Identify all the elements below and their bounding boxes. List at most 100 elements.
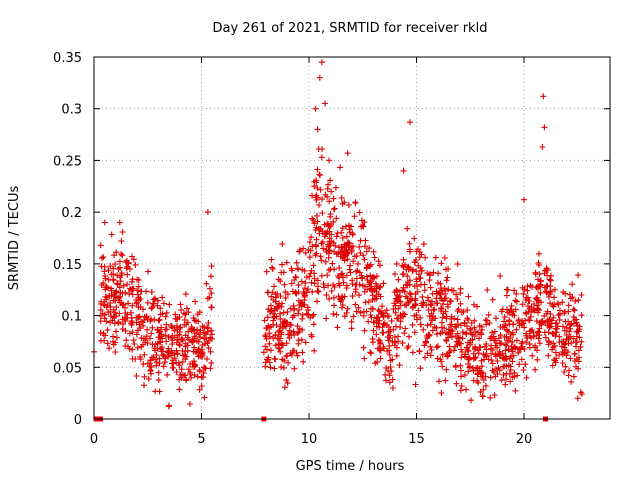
data-point: [547, 277, 554, 284]
data-point: [108, 231, 115, 238]
data-point: [502, 347, 509, 354]
data-point: [457, 285, 464, 292]
data-point: [380, 344, 387, 350]
data-point: [285, 359, 292, 366]
data-point: [578, 391, 585, 397]
data-point: [164, 371, 171, 378]
data-point: [488, 350, 495, 357]
data-point: [173, 347, 180, 354]
data-point: [393, 323, 399, 330]
data-point: [184, 305, 190, 312]
data-point: [279, 300, 285, 307]
data-point: [555, 312, 562, 319]
data-point: [343, 252, 350, 259]
data-point: [411, 329, 418, 336]
data-point: [134, 287, 141, 294]
data-point: [498, 377, 505, 384]
data-point: [465, 293, 472, 300]
data-point: [478, 373, 484, 380]
data-point: [138, 335, 145, 342]
data-point: [425, 331, 432, 338]
data-point: [302, 285, 308, 292]
data-point: [450, 287, 457, 294]
data-point: [330, 294, 337, 301]
data-point: [181, 316, 188, 323]
data-point: [320, 245, 327, 252]
data-point: [439, 319, 445, 326]
data-point: [314, 277, 321, 284]
data-point: [429, 327, 436, 334]
data-point: [302, 249, 309, 256]
data-point: [176, 326, 183, 332]
data-point: [347, 269, 354, 276]
data-point: [437, 356, 444, 363]
data-point: [129, 346, 136, 353]
data-point: [119, 302, 126, 309]
data-point: [199, 342, 206, 349]
data-point: [141, 351, 148, 358]
data-point: [562, 340, 569, 347]
data-point: [402, 262, 409, 269]
data-point: [454, 316, 461, 323]
data-point: [362, 243, 368, 250]
y-tick-label: 0.05: [53, 361, 82, 376]
data-point: [339, 304, 346, 311]
data-point: [309, 288, 316, 295]
data-point: [135, 283, 142, 290]
data-point: [165, 334, 172, 340]
data-point: [148, 305, 155, 312]
data-point: [568, 340, 575, 346]
data-point: [416, 254, 423, 261]
data-point: [330, 281, 336, 288]
data-point: [569, 281, 576, 288]
data-point: [557, 310, 563, 317]
data-point: [409, 349, 416, 356]
data-point: [130, 337, 137, 344]
data-point: [281, 281, 288, 288]
data-point: [375, 320, 382, 327]
data-point: [539, 318, 546, 324]
data-point: [470, 367, 477, 374]
data-point: [561, 308, 568, 315]
data-point: [188, 338, 195, 345]
data-point: [265, 354, 272, 361]
data-point: [178, 306, 184, 313]
data-point: [562, 363, 569, 370]
data-point: [359, 222, 366, 229]
data-point: [148, 289, 155, 295]
data-point: [392, 302, 399, 309]
data-point: [334, 324, 341, 331]
data-point: [406, 265, 413, 272]
data-point: [309, 192, 315, 199]
data-point: [536, 340, 543, 347]
data-point: [368, 350, 375, 357]
data-point: [101, 311, 108, 318]
data-point: [113, 334, 120, 341]
data-point: [561, 369, 568, 375]
data-point: [483, 341, 490, 347]
data-point: [474, 329, 481, 336]
data-point: [140, 361, 147, 368]
data-point: [101, 268, 108, 275]
data-point: [410, 266, 416, 273]
data-point: [374, 345, 381, 352]
data-point: [309, 215, 316, 222]
data-point: [306, 254, 313, 261]
data-point: [487, 335, 494, 342]
data-point: [204, 209, 211, 216]
data-point: [426, 277, 433, 284]
data-point: [454, 330, 461, 337]
data-point: [417, 321, 424, 328]
data-point: [300, 245, 307, 252]
data-point: [406, 277, 413, 284]
data-point: [281, 357, 288, 364]
data-point: [539, 144, 546, 150]
data-point: [434, 331, 440, 338]
data-point: [264, 346, 270, 353]
data-point: [291, 277, 298, 283]
data-point: [443, 366, 450, 373]
data-point: [295, 310, 301, 317]
data-point: [173, 339, 180, 346]
data-point: [201, 394, 208, 401]
